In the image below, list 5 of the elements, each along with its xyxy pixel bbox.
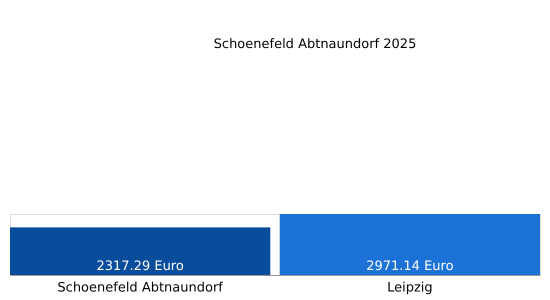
x-tick-label: Schoenefeld Abtnaundorf: [57, 280, 224, 296]
data-label: 2971.14 Euro: [366, 259, 454, 274]
data-label: 2317.29 Euro: [96, 259, 184, 274]
x-tick-label: Leipzig: [387, 280, 433, 296]
chart-title: Schoenefeld Abtnaundorf 2025: [214, 37, 416, 52]
